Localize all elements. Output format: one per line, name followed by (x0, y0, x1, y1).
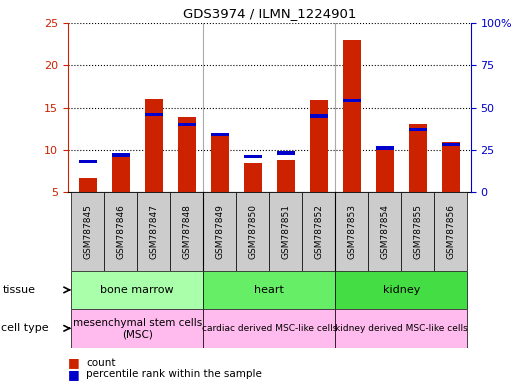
Text: GSM787856: GSM787856 (447, 204, 456, 259)
Bar (376, 149, 394, 192)
Text: GSM787847: GSM787847 (149, 204, 158, 259)
FancyBboxPatch shape (368, 192, 401, 271)
Text: cardiac derived MSC-like cells: cardiac derived MSC-like cells (202, 324, 337, 333)
Text: GSM787855: GSM787855 (413, 204, 423, 259)
FancyBboxPatch shape (71, 309, 203, 348)
Bar (112, 153, 130, 157)
Text: ■: ■ (68, 368, 79, 381)
Text: cell type: cell type (1, 323, 48, 333)
Bar (310, 100, 328, 192)
Text: count: count (86, 358, 116, 368)
FancyBboxPatch shape (269, 192, 302, 271)
FancyBboxPatch shape (170, 192, 203, 271)
Text: GSM787849: GSM787849 (215, 204, 224, 259)
Bar (310, 114, 328, 118)
Text: GSM787853: GSM787853 (347, 204, 356, 259)
FancyBboxPatch shape (335, 309, 468, 348)
FancyBboxPatch shape (435, 192, 468, 271)
Text: GSM787846: GSM787846 (116, 204, 126, 259)
Bar (145, 99, 163, 192)
FancyBboxPatch shape (71, 271, 203, 309)
FancyBboxPatch shape (71, 192, 104, 271)
Bar (145, 113, 163, 116)
Bar (178, 123, 196, 126)
Bar (376, 146, 394, 150)
Bar (343, 40, 361, 192)
Text: GSM787852: GSM787852 (314, 204, 323, 259)
Text: kidney derived MSC-like cells: kidney derived MSC-like cells (335, 324, 468, 333)
Text: GSM787851: GSM787851 (281, 204, 290, 259)
FancyBboxPatch shape (138, 192, 170, 271)
Bar (112, 154, 130, 192)
Text: GSM787845: GSM787845 (83, 204, 92, 259)
FancyBboxPatch shape (302, 192, 335, 271)
Bar (409, 124, 427, 192)
FancyBboxPatch shape (335, 271, 468, 309)
Bar (442, 142, 460, 192)
FancyBboxPatch shape (236, 192, 269, 271)
FancyBboxPatch shape (401, 192, 435, 271)
Text: tissue: tissue (3, 285, 36, 295)
Text: mesenchymal stem cells
(MSC): mesenchymal stem cells (MSC) (73, 318, 202, 339)
FancyBboxPatch shape (203, 192, 236, 271)
Bar (277, 151, 295, 155)
Bar (277, 160, 295, 192)
FancyBboxPatch shape (203, 309, 335, 348)
Text: bone marrow: bone marrow (100, 285, 174, 295)
Text: GSM787854: GSM787854 (380, 204, 390, 259)
Bar (79, 178, 97, 192)
Text: kidney: kidney (383, 285, 420, 295)
FancyBboxPatch shape (104, 192, 138, 271)
Bar (211, 134, 229, 192)
FancyBboxPatch shape (203, 271, 335, 309)
Title: GDS3974 / ILMN_1224901: GDS3974 / ILMN_1224901 (183, 7, 356, 20)
FancyBboxPatch shape (335, 192, 368, 271)
Text: ■: ■ (68, 356, 79, 369)
Bar (343, 99, 361, 103)
Text: percentile rank within the sample: percentile rank within the sample (86, 369, 262, 379)
Bar (211, 133, 229, 136)
Bar (442, 143, 460, 146)
Bar (244, 163, 262, 192)
Bar (409, 128, 427, 131)
Text: GSM787850: GSM787850 (248, 204, 257, 259)
Bar (178, 117, 196, 192)
Bar (244, 155, 262, 158)
Text: heart: heart (254, 285, 285, 295)
Bar (79, 160, 97, 163)
Text: GSM787848: GSM787848 (183, 204, 191, 259)
